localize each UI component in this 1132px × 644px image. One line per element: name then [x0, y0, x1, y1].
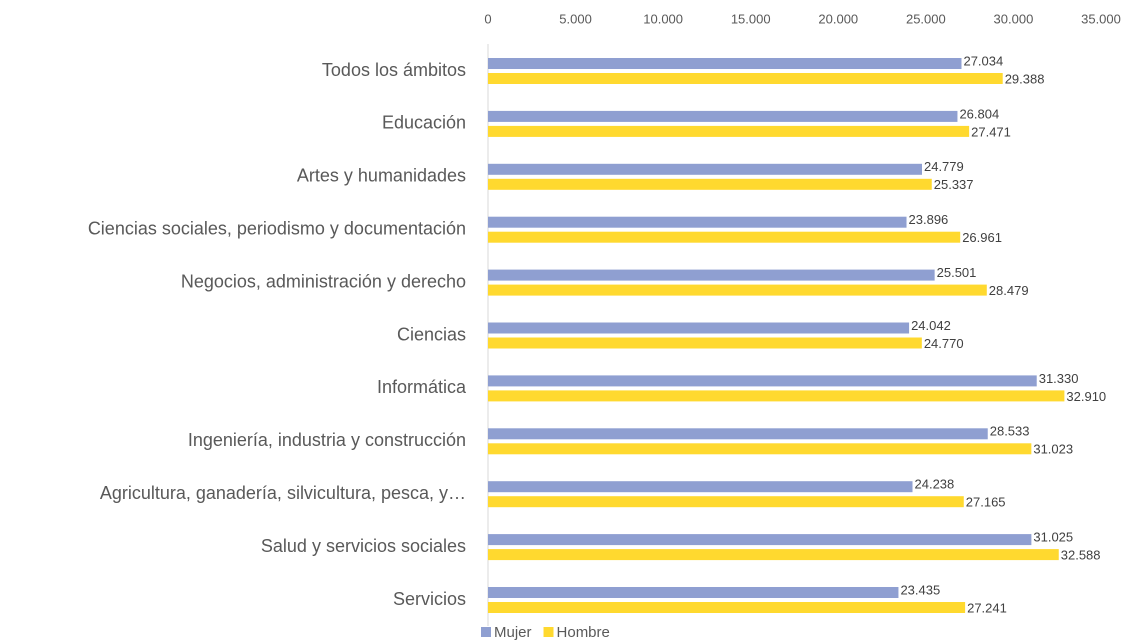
bar: [488, 284, 987, 296]
bar: [488, 110, 958, 122]
y-tick-label: Todos los ámbitos: [322, 60, 466, 80]
data-label: 24.770: [924, 336, 964, 351]
bar: [488, 58, 962, 69]
x-tick-label: 5.000: [559, 11, 592, 26]
data-label: 24.042: [911, 318, 951, 333]
bar: [488, 269, 935, 281]
bar: [488, 337, 922, 349]
y-tick-label: Informática: [377, 377, 467, 397]
x-tick-label: 15.000: [731, 11, 771, 26]
data-label: 24.238: [915, 477, 955, 492]
y-tick-label: Artes y humanidades: [297, 166, 466, 186]
data-label: 32.588: [1061, 548, 1101, 563]
data-label: 32.910: [1066, 389, 1106, 404]
legend-swatch: [481, 627, 491, 637]
x-tick-label: 30.000: [994, 11, 1034, 26]
x-tick-label: 20.000: [818, 11, 858, 26]
y-tick-label: Agricultura, ganadería, silvicultura, pe…: [100, 483, 466, 503]
x-tick-label: 10.000: [643, 11, 683, 26]
bar: [488, 163, 922, 175]
y-tick-label: Negocios, administración y derecho: [181, 271, 466, 291]
bar: [488, 481, 913, 493]
data-label: 25.337: [934, 177, 974, 192]
data-label: 27.165: [966, 495, 1006, 510]
y-tick-label: Ciencias: [397, 324, 466, 344]
y-tick-label: Salud y servicios sociales: [261, 536, 466, 556]
data-label: 28.479: [989, 283, 1029, 298]
x-tick-label: 25.000: [906, 11, 946, 26]
bar: [488, 375, 1037, 387]
bar: [488, 178, 932, 190]
data-label: 23.435: [900, 582, 940, 597]
data-label: 26.804: [959, 106, 999, 121]
data-label: 27.241: [967, 600, 1007, 615]
bar: [488, 602, 966, 613]
data-label: 27.034: [963, 53, 1003, 68]
bar: [488, 216, 907, 228]
bar: [488, 322, 910, 334]
data-label: 24.779: [924, 159, 964, 174]
bar: [488, 428, 988, 440]
bar: [488, 125, 970, 137]
data-label: 23.896: [909, 212, 949, 227]
bar: [488, 390, 1065, 402]
data-label: 29.388: [1005, 71, 1045, 86]
data-label: 26.961: [962, 230, 1002, 245]
x-tick-label: 0: [484, 11, 491, 26]
legend-label: Hombre: [557, 624, 610, 641]
bar: [488, 587, 899, 598]
data-label: 25.501: [937, 265, 977, 280]
y-tick-label: Ciencias sociales, periodismo y document…: [88, 218, 466, 238]
data-label: 28.533: [990, 424, 1030, 439]
bar: [488, 549, 1059, 561]
data-label: 31.330: [1039, 371, 1079, 386]
y-tick-label: Educación: [382, 113, 466, 133]
data-label: 31.025: [1033, 530, 1073, 545]
y-tick-label: Servicios: [393, 589, 466, 609]
data-label: 31.023: [1033, 442, 1073, 457]
x-tick-label: 35.000: [1081, 11, 1121, 26]
bar: [488, 496, 964, 508]
data-label: 27.471: [971, 124, 1011, 139]
bar: [488, 534, 1032, 546]
legend-swatch: [543, 627, 554, 637]
bar: [488, 231, 961, 243]
y-tick-label: Ingeniería, industria y construcción: [188, 430, 466, 450]
bar: [488, 73, 1003, 84]
legend-label: Mujer: [494, 624, 532, 641]
bar: [488, 443, 1032, 455]
